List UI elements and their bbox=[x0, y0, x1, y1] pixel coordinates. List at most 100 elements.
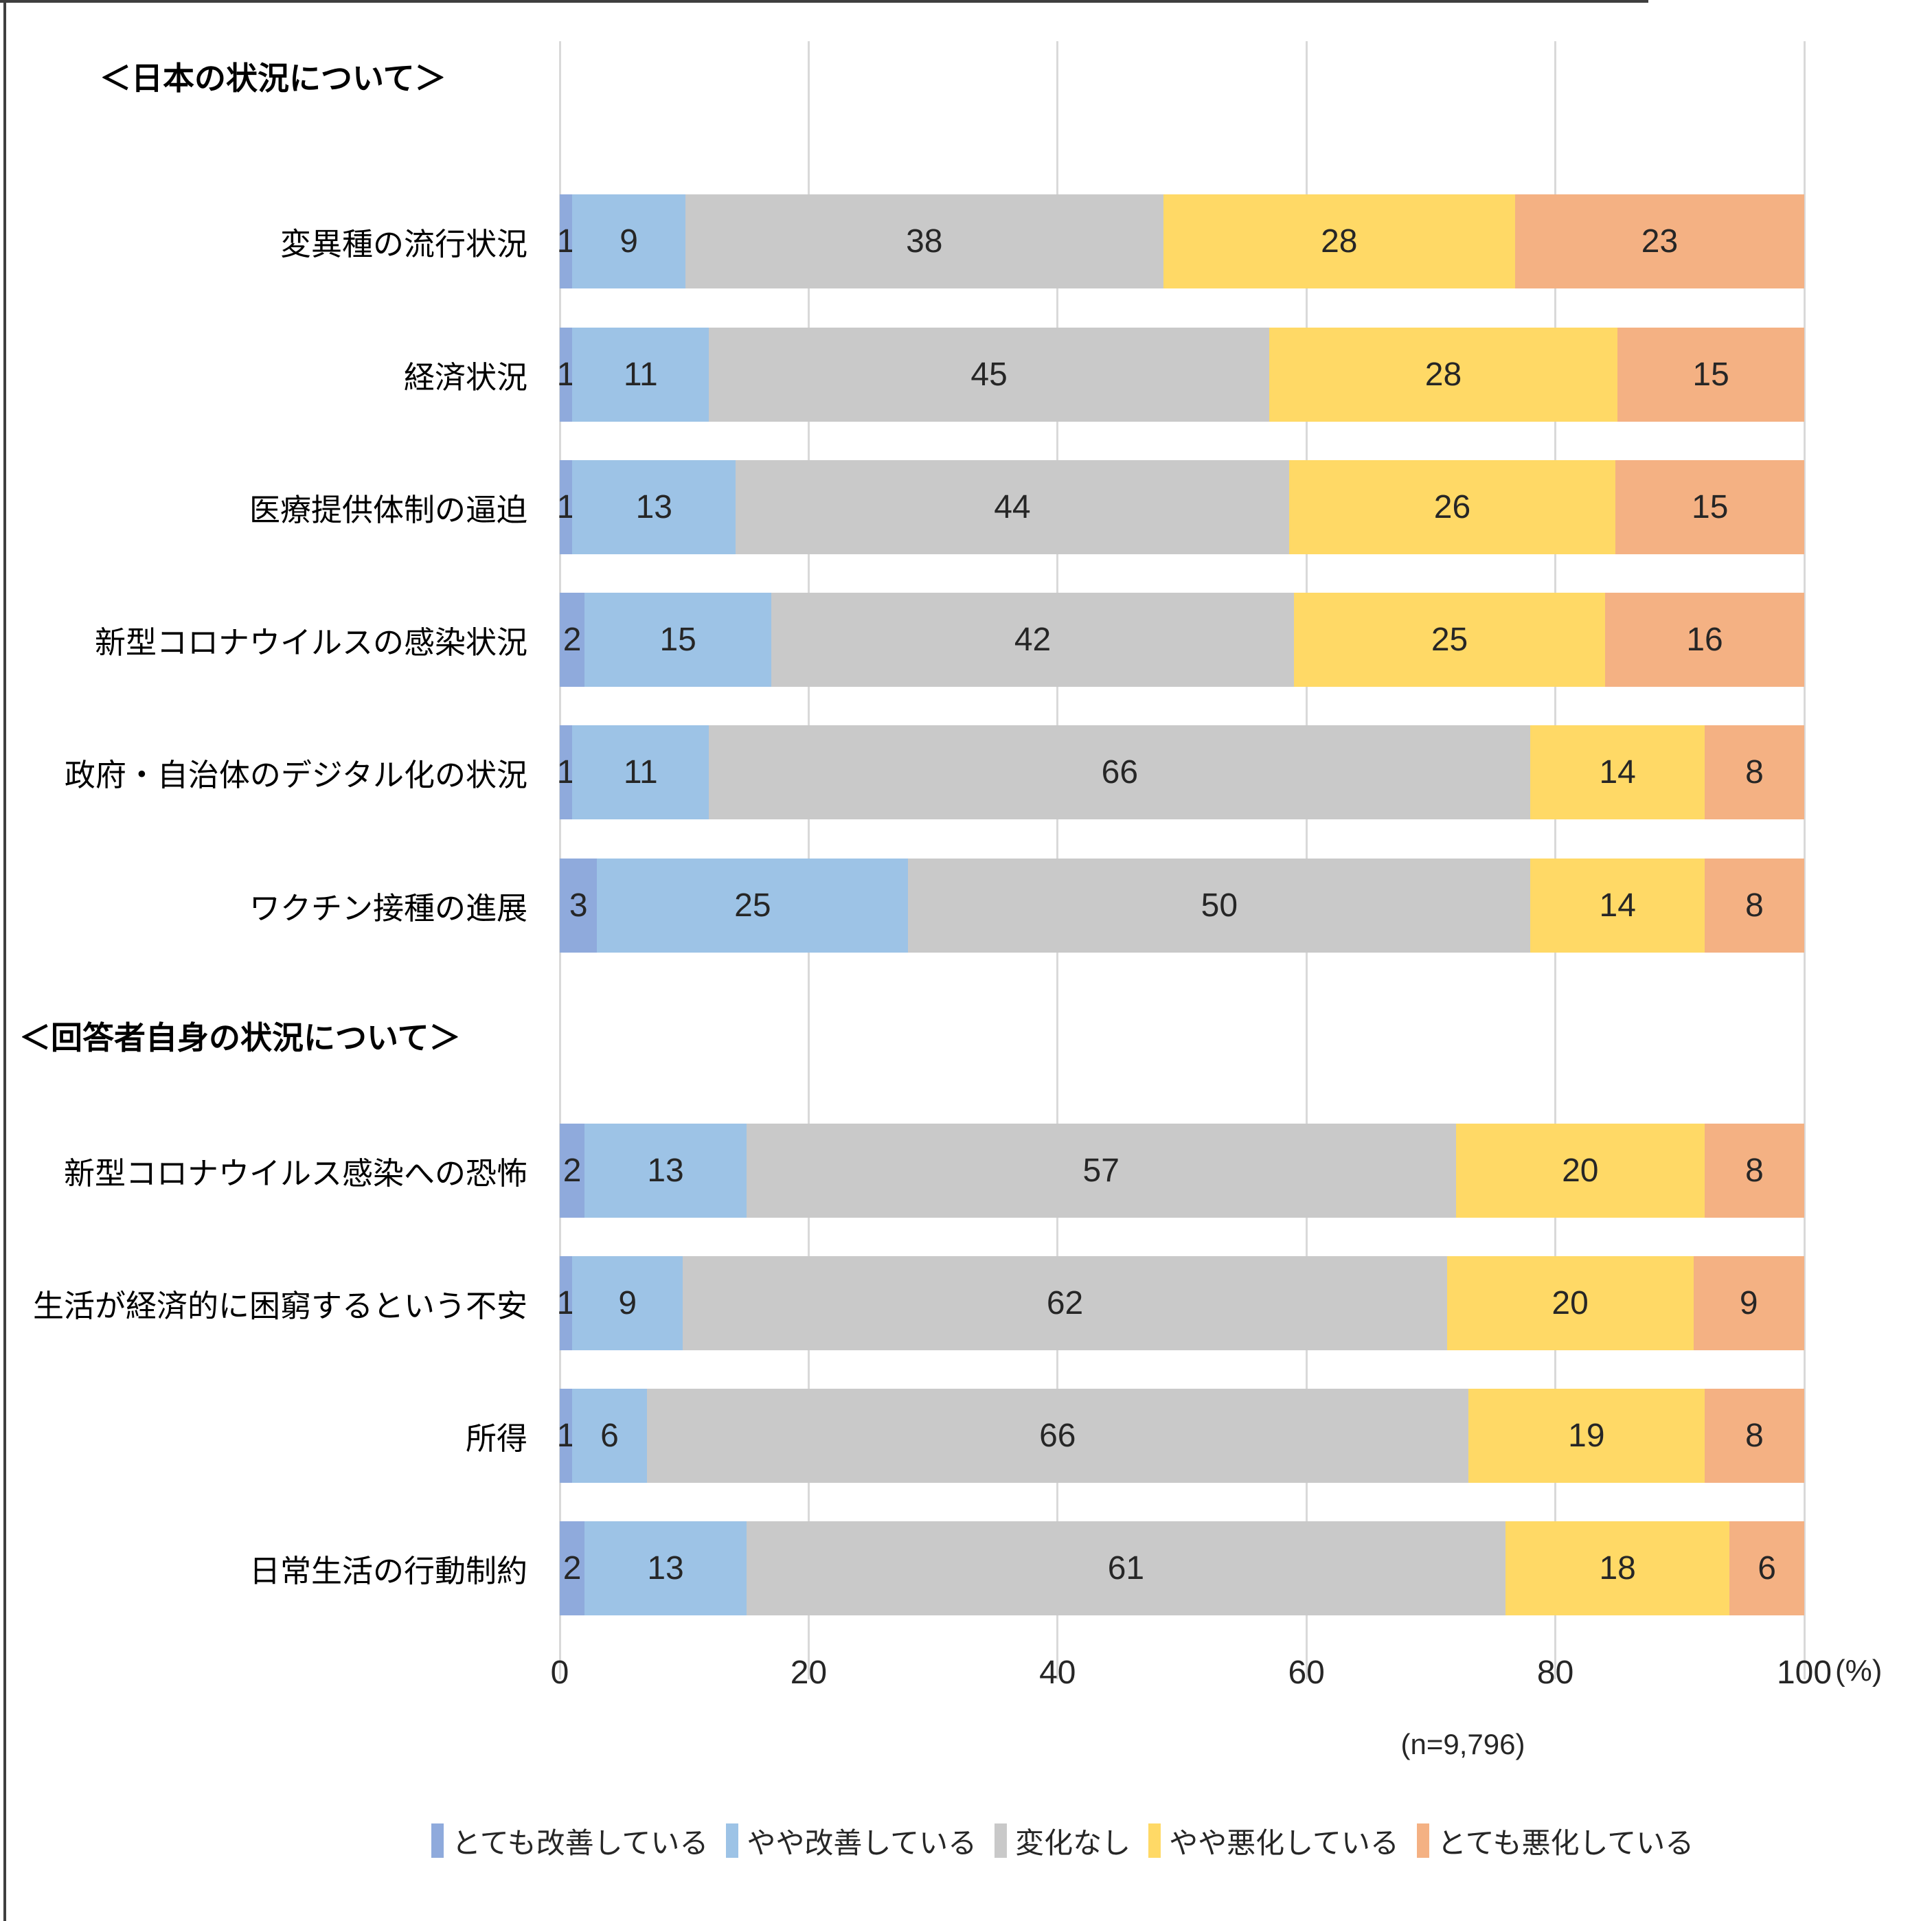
bar-segment-label: 13 bbox=[635, 488, 672, 525]
bar-segment-label: 14 bbox=[1599, 887, 1636, 924]
bar-segment-とても悪化している: 8 bbox=[1705, 725, 1804, 819]
bar-segment-とても悪化している: 8 bbox=[1705, 1389, 1804, 1483]
bar-segment-とても悪化している: 8 bbox=[1705, 859, 1804, 953]
bar-segment-label: 61 bbox=[1107, 1549, 1145, 1587]
bar-segment-label: 57 bbox=[1082, 1152, 1120, 1189]
legend-swatch-icon bbox=[1148, 1823, 1161, 1858]
bar-segment-label: 8 bbox=[1745, 1417, 1764, 1454]
bar-segment-label: 8 bbox=[1745, 1152, 1764, 1189]
bar-segment-とても改善している: 2 bbox=[560, 1521, 585, 1615]
bar-segment-とても悪化している: 8 bbox=[1705, 1124, 1804, 1218]
bar-segment-とても改善している: 1 bbox=[557, 725, 575, 819]
bar-segment-やや改善している: 13 bbox=[572, 460, 736, 554]
bar-row: 1 9 62 20 9 bbox=[556, 1256, 1804, 1350]
bar-segment-label: 1 bbox=[556, 356, 576, 393]
left-frame-border bbox=[3, 0, 6, 1921]
bar-segment-とても改善している: 1 bbox=[557, 1389, 575, 1483]
bar-segment-label: 1 bbox=[556, 753, 576, 791]
category-label: 医療提供体制の逼迫 bbox=[249, 492, 527, 527]
bar-segment-label: 3 bbox=[569, 887, 588, 924]
bar-segment-label: 28 bbox=[1424, 356, 1462, 393]
category-label: 新型コロナウイルスの感染状況 bbox=[94, 625, 527, 660]
bar-row: 1 13 44 26 15 bbox=[557, 460, 1804, 554]
bar-segment-やや悪化している: 20 bbox=[1446, 1256, 1694, 1350]
gridline-100 bbox=[1803, 41, 1806, 1679]
bar-segment-変化なし: 50 bbox=[908, 859, 1531, 953]
bar-segment-やや改善している: 11 bbox=[572, 328, 709, 422]
bar-segment-やや悪化している: 19 bbox=[1468, 1389, 1705, 1483]
bar-row: 2 13 61 18 6 bbox=[560, 1521, 1804, 1615]
bar-segment-とても改善している: 1 bbox=[557, 460, 576, 554]
bar-segment-label: 26 bbox=[1433, 488, 1471, 525]
bar-segment-label: 62 bbox=[1046, 1284, 1084, 1321]
bar-segment-label: 15 bbox=[1692, 356, 1729, 393]
bar-row: 2 13 57 20 8 bbox=[560, 1124, 1804, 1218]
x-axis-tick-label-100: 100 bbox=[1776, 1655, 1832, 1691]
x-axis-tick-label-20: 20 bbox=[790, 1655, 828, 1691]
bar-segment-label: 44 bbox=[994, 488, 1031, 525]
legend-item: とても悪化している bbox=[1416, 1820, 1694, 1862]
bar-segment-とても改善している: 2 bbox=[560, 1124, 585, 1218]
category-label: 日常生活の行動制約 bbox=[249, 1554, 527, 1589]
bar-segment-label: 6 bbox=[1758, 1549, 1776, 1587]
bar-segment-label: 9 bbox=[1739, 1284, 1758, 1321]
bar-segment-やや悪化している: 28 bbox=[1269, 328, 1618, 422]
bar-segment-とても悪化している: 15 bbox=[1617, 328, 1804, 422]
bar-segment-変化なし: 66 bbox=[709, 725, 1531, 819]
bar-segment-やや悪化している: 25 bbox=[1294, 593, 1606, 687]
bar-segment-とても悪化している: 6 bbox=[1729, 1521, 1804, 1615]
bar-segment-label: 8 bbox=[1745, 887, 1764, 924]
top-frame-border bbox=[0, 0, 1648, 3]
legend-label: とても悪化している bbox=[1437, 1826, 1694, 1859]
bar-segment-やや悪化している: 14 bbox=[1530, 859, 1705, 953]
bar-segment-label: 15 bbox=[1692, 488, 1729, 525]
category-label: ワクチン接種の進展 bbox=[249, 891, 527, 926]
bar-row: 2 15 42 25 16 bbox=[560, 593, 1804, 687]
legend-swatch-icon bbox=[995, 1823, 1008, 1858]
legend-swatch-icon bbox=[1416, 1823, 1429, 1858]
bar-segment-label: 11 bbox=[623, 753, 658, 791]
category-label: 経済状況 bbox=[403, 360, 527, 395]
bar-segment-label: 2 bbox=[562, 1152, 582, 1189]
legend-label: やや悪化している bbox=[1169, 1826, 1399, 1859]
bar-segment-label: 66 bbox=[1101, 753, 1139, 791]
bar-row: 1 6 66 19 8 bbox=[557, 1389, 1804, 1483]
bar-segment-label: 25 bbox=[734, 887, 771, 924]
bar-segment-やや改善している: 15 bbox=[584, 593, 772, 687]
bar-segment-label: 16 bbox=[1686, 621, 1723, 658]
category-label: 新型コロナウイルス感染への恐怖 bbox=[63, 1156, 527, 1191]
bar-segment-label: 19 bbox=[1568, 1417, 1605, 1454]
legend: とても改善している やや改善している 変化なし やや悪化している とても悪化している bbox=[431, 1819, 1694, 1863]
bar-segment-label: 20 bbox=[1562, 1152, 1599, 1189]
legend-swatch-icon bbox=[726, 1823, 739, 1858]
legend-label: とても改善している bbox=[452, 1826, 709, 1859]
bar-segment-label: 20 bbox=[1552, 1284, 1589, 1321]
legend-label: 変化なし bbox=[1015, 1826, 1131, 1859]
bar-row: 3 25 50 14 8 bbox=[560, 859, 1804, 953]
bar-segment-label: 66 bbox=[1039, 1417, 1076, 1454]
bar-segment-label: 45 bbox=[970, 356, 1008, 393]
x-axis-tick-label-0: 0 bbox=[550, 1655, 569, 1691]
bar-segment-やや改善している: 9 bbox=[571, 1256, 683, 1350]
bar-segment-label: 1 bbox=[556, 223, 576, 260]
bar-segment-label: 25 bbox=[1431, 621, 1468, 658]
bar-segment-変化なし: 62 bbox=[683, 1256, 1447, 1350]
x-axis-tick-label-60: 60 bbox=[1288, 1655, 1325, 1691]
bar-segment-label: 38 bbox=[906, 223, 943, 260]
bar-segment-やや改善している: 6 bbox=[572, 1389, 647, 1483]
bar-segment-label: 2 bbox=[562, 1549, 582, 1587]
bar-segment-label: 28 bbox=[1321, 223, 1358, 260]
bar-segment-label: 2 bbox=[562, 621, 582, 658]
bar-segment-とても悪化している: 15 bbox=[1615, 460, 1804, 554]
bar-segment-label: 1 bbox=[556, 1284, 576, 1321]
legend-item: とても改善している bbox=[431, 1820, 708, 1862]
x-axis-tick-label-40: 40 bbox=[1039, 1655, 1076, 1691]
bar-segment-やや改善している: 13 bbox=[584, 1521, 747, 1615]
section-header-japan: ＜日本の状況について＞ bbox=[100, 60, 446, 96]
category-label: 政府・自治体のデジタル化の状況 bbox=[64, 758, 527, 793]
bar-segment-変化なし: 57 bbox=[746, 1124, 1456, 1218]
bar-segment-label: 9 bbox=[620, 223, 638, 260]
bar-segment-やや改善している: 9 bbox=[572, 194, 686, 288]
bar-segment-とても悪化している: 16 bbox=[1605, 593, 1804, 687]
bar-segment-変化なし: 66 bbox=[646, 1389, 1468, 1483]
